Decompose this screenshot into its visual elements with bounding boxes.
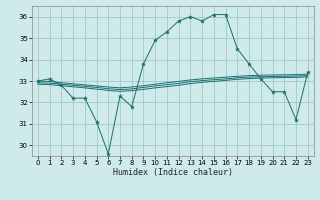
X-axis label: Humidex (Indice chaleur): Humidex (Indice chaleur) xyxy=(113,168,233,177)
